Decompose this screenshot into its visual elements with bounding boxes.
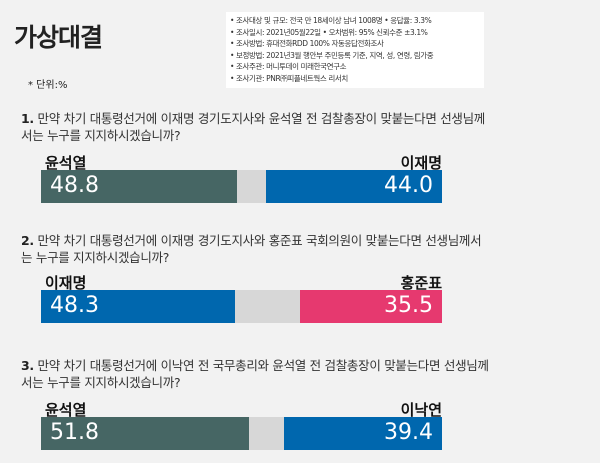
left-candidate-name: 이재명 [45,274,87,292]
right-candidate-name: 이재명 [400,154,442,172]
right-value-label: 39.4 [384,420,433,445]
survey-info-box: • 조사대상 및 규모: 전국 만 18세이상 남녀 1008명 • 응답율: … [226,12,484,88]
poll-bar-1: 48.8 44.0 [41,170,442,203]
left-value-label: 48.3 [50,293,99,318]
left-candidate-name: 윤석열 [45,401,87,419]
info-line: • 조사방법: 휴대전화RDD 100% 자동응답전화조사 [230,39,384,48]
unit-note: * 단위:% [28,80,68,91]
right-value-label: 44.0 [384,173,433,198]
info-line: • 조사주관: 머니투데이 미래한국연구소 [230,62,347,71]
question-text: 만약 차기 대통령선거에 이낙연 전 국무총리와 윤석열 전 검찰총장이 맞붙는… [21,358,489,390]
info-line: • 조사기관: PNR㈜피플네트웍스 리서치 [230,73,348,83]
left-value-label: 48.8 [50,173,99,198]
right-value-label: 35.5 [384,293,433,318]
question-3: 3. 만약 차기 대통령선거에 이낙연 전 국무총리와 윤석열 전 검찰총장이 … [21,357,491,391]
right-candidate-name: 이낙연 [400,401,442,419]
info-line: • 조사대상 및 규모: 전국 만 18세이상 남녀 1008명 • 응답율: … [230,16,432,25]
left-value-label: 51.8 [50,420,99,445]
question-number: 1. [21,111,34,126]
left-bar-segment: 51.8 [41,417,249,450]
page-title: 가상대결 [14,23,103,52]
info-line: • 조사일시: 2021년05월22일 • 오차범위: 95% 신뢰수준 ±3.… [230,27,428,37]
left-bar-segment: 48.3 [41,290,235,323]
question-text: 만약 차기 대통령선거에 이재명 경기도지사와 윤석열 전 검찰총장이 맞붙는다… [21,111,486,143]
left-bar-segment: 48.8 [41,170,237,203]
left-candidate-name: 윤석열 [45,154,87,172]
question-1: 1. 만약 차기 대통령선거에 이재명 경기도지사와 윤석열 전 검찰총장이 맞… [21,110,491,144]
question-2: 2. 만약 차기 대통령선거에 이재명 경기도지사와 홍준표 국회의원이 맞붙는… [21,232,491,266]
question-number: 3. [21,358,34,373]
right-bar-segment: 39.4 [284,417,442,450]
right-bar-segment: 44.0 [265,170,442,203]
right-candidate-name: 홍준표 [400,274,442,292]
poll-bar-3: 51.8 39.4 [41,417,442,450]
poll-bar-2: 48.3 35.5 [41,290,442,323]
question-text: 만약 차기 대통령선거에 이재명 경기도지사와 홍준표 국회의원이 맞붙는다면 … [21,233,482,265]
right-bar-segment: 35.5 [299,290,442,323]
info-line: • 보정방법: 2021년3월 행안부 주민등록 기준, 지역, 성, 연령, … [230,50,434,60]
question-number: 2. [21,233,34,248]
